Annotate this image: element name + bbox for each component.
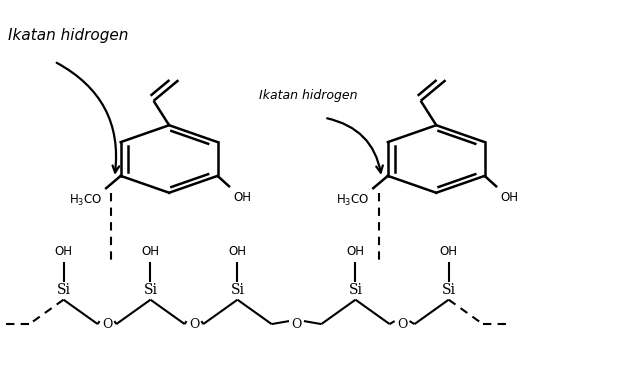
Text: OH: OH	[500, 191, 518, 204]
Text: OH: OH	[228, 245, 246, 259]
Text: OH: OH	[54, 245, 72, 259]
Text: OH: OH	[142, 245, 160, 259]
Text: Ikatan hidrogen: Ikatan hidrogen	[259, 89, 358, 102]
Text: Si: Si	[57, 283, 71, 297]
Text: O: O	[102, 318, 112, 331]
Text: O: O	[291, 318, 301, 331]
Text: H$_3$CO: H$_3$CO	[336, 193, 369, 208]
Text: O: O	[189, 318, 199, 331]
Text: Si: Si	[230, 283, 245, 297]
Text: Si: Si	[348, 283, 363, 297]
Text: H$_3$CO: H$_3$CO	[69, 193, 102, 208]
Text: O: O	[397, 318, 407, 331]
Text: Ikatan hidrogen: Ikatan hidrogen	[7, 28, 128, 43]
Text: OH: OH	[440, 245, 457, 259]
Text: Si: Si	[442, 283, 456, 297]
Text: OH: OH	[346, 245, 364, 259]
Text: OH: OH	[233, 191, 251, 204]
Text: Si: Si	[144, 283, 157, 297]
